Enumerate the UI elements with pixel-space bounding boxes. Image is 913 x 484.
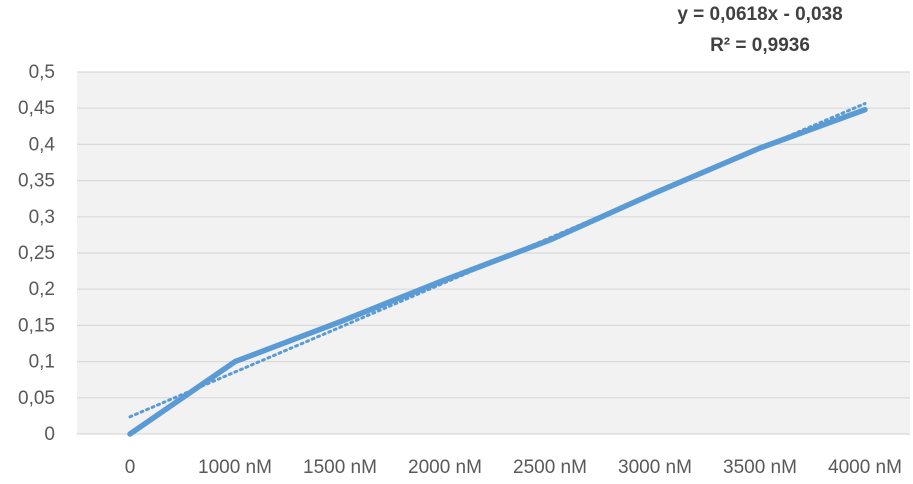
- x-tick-label: 1000 nM: [198, 457, 272, 478]
- data-point: [444, 279, 446, 281]
- data-point: [654, 192, 656, 194]
- data-point: [549, 239, 551, 241]
- series-line: [127, 106, 868, 437]
- y-tick-label: 0,45: [18, 98, 55, 119]
- x-tick-label: 2500 nM: [513, 457, 587, 478]
- y-tick-label: 0,1: [29, 352, 55, 373]
- y-tick-label: 0: [44, 424, 55, 445]
- y-tick-label: 0,3: [29, 207, 55, 228]
- y-tick-label: 0,35: [18, 171, 55, 192]
- x-tick-label: 3000 nM: [618, 457, 692, 478]
- y-tick-label: 0,05: [18, 388, 55, 409]
- x-tick-label: 0: [125, 457, 136, 478]
- x-tick-label: 2000 nM: [408, 457, 482, 478]
- trendline-r-squared: R² = 0,9936: [710, 35, 810, 56]
- y-tick-label: 0,25: [18, 243, 55, 264]
- x-tick-label: 4000 nM: [828, 457, 902, 478]
- y-tick-label: 0,4: [29, 134, 56, 155]
- x-axis-tick-labels: 0 1000 nM 1500 nM 2000 nM 2500 nM 3000 nM 3500…: [125, 457, 902, 478]
- y-axis-tick-labels: 0 0,05 0,1 0,15 0,2 0,25 0,3 0,35 0,4 0,45 0,5: [18, 62, 55, 445]
- y-tick-label: 0,15: [18, 315, 55, 336]
- y-tick-label: 0,5: [29, 62, 55, 83]
- data-point: [864, 109, 866, 111]
- trendline-equation: y = 0,0618x - 0,038: [677, 4, 842, 25]
- x-tick-label: 1500 nM: [303, 457, 377, 478]
- data-point: [129, 433, 131, 435]
- data-point: [234, 361, 236, 363]
- x-tick-label: 3500 nM: [723, 457, 797, 478]
- gridlines: [77, 71, 910, 435]
- series-layer: [127, 102, 868, 437]
- data-point: [759, 147, 761, 149]
- y-tick-label: 0,2: [29, 279, 55, 300]
- data-point: [339, 321, 341, 323]
